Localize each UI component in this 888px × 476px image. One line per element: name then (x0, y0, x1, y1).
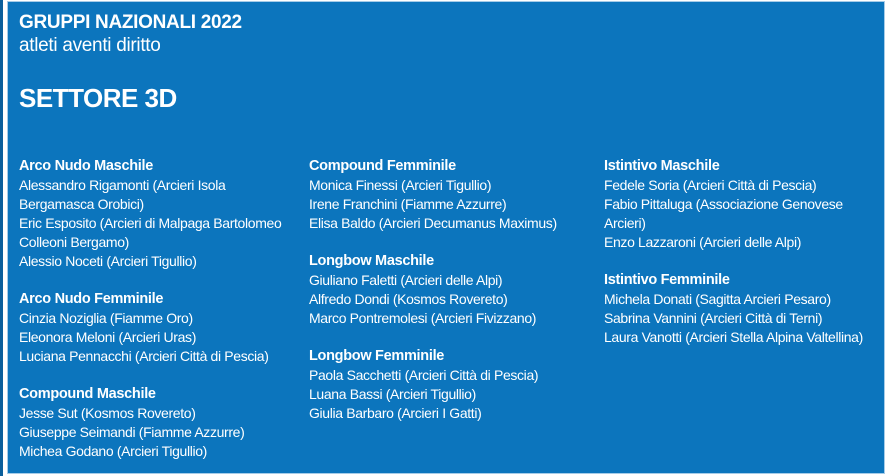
athlete-item: Eleonora Meloni (Arcieri Uras) (19, 329, 197, 345)
athlete-item: Alfredo Dondi (Kosmos Rovereto) (309, 291, 508, 307)
athlete-item: Alessio Noceti (Arcieri Tigullio) (19, 253, 197, 269)
sector-heading: SETTORE 3D (19, 83, 177, 113)
athlete-item: Fedele Soria (Arcieri Città di Pescia) (604, 177, 817, 193)
section-istintivo-femminile: Istintivo Femminile Michela Donati (Sagi… (604, 271, 876, 347)
athlete-item: Luana Bassi (Arcieri Tigullio) (309, 386, 476, 402)
section-longbow-maschile: Longbow Maschile Giuliano Faletti (Arcie… (309, 252, 596, 328)
athlete-item: Jesse Sut (Kosmos Rovereto) (19, 405, 196, 421)
athlete-item: Elisa Baldo (Arcieri Decumanus Maximus) (309, 215, 557, 231)
document-subtitle: atleti aventi diritto (19, 35, 161, 56)
category-title: Istintivo Maschile (604, 158, 720, 174)
section-istintivo-maschile: Istintivo Maschile Fedele Soria (Arcieri… (604, 157, 876, 252)
category-title: Compound Femminile (309, 158, 456, 174)
athlete-item: Laura Vanotti (Arcieri Stella Alpina Val… (604, 329, 863, 345)
category-title: Compound Maschile (19, 386, 156, 402)
athlete-item: Paola Sacchetti (Arcieri Città di Pescia… (309, 367, 539, 383)
athlete-item: Fabio Pittaluga (Associazione Genovese A… (604, 196, 843, 231)
athlete-item: Irene Franchini (Fiamme Azzurre) (309, 196, 507, 212)
athlete-item: Michea Godano (Arcieri Tigullio) (19, 443, 207, 459)
athlete-item: Giulia Barbaro (Arcieri I Gatti) (309, 405, 482, 421)
section-arco-nudo-maschile: Arco Nudo Maschile Alessandro Rigamonti … (19, 157, 301, 271)
athlete-item: Eric Esposito (Arcieri di Malpaga Bartol… (19, 215, 282, 250)
column-2: Compound Femminile Monica Finessi (Arcie… (309, 157, 604, 473)
column-1: Arco Nudo Maschile Alessandro Rigamonti … (19, 157, 309, 473)
athlete-item: Cinzia Noziglia (Fiamme Oro) (19, 310, 193, 326)
category-title: Arco Nudo Femminile (19, 291, 164, 307)
athlete-item: Marco Pontremolesi (Arcieri Fivizzano) (309, 310, 537, 326)
athlete-item: Alessandro Rigamonti (Arcieri Isola Berg… (19, 177, 226, 212)
athlete-item: Sabrina Vannini (Arcieri Città di Terni) (604, 310, 823, 326)
category-title: Istintivo Femminile (604, 272, 730, 288)
athlete-item: Michela Donati (Sagitta Arcieri Pesaro) (604, 291, 831, 307)
athlete-item: Luciana Pennacchi (Arcieri Città di Pesc… (19, 348, 269, 364)
page-edge-strip (0, 0, 3, 476)
document-title: GRUPPI NAZIONALI 2022 (19, 12, 242, 33)
athlete-columns: Arco Nudo Maschile Alessandro Rigamonti … (19, 157, 884, 473)
athlete-item: Giuliano Faletti (Arcieri delle Alpi) (309, 272, 503, 288)
athlete-item: Giuseppe Seimandi (Fiamme Azzurre) (19, 424, 245, 440)
section-arco-nudo-femminile: Arco Nudo Femminile Cinzia Noziglia (Fia… (19, 290, 301, 366)
category-title: Longbow Maschile (309, 253, 434, 269)
athlete-item: Enzo Lazzaroni (Arcieri delle Alpi) (604, 234, 802, 250)
column-3: Istintivo Maschile Fedele Soria (Arcieri… (604, 157, 884, 473)
blue-panel: GRUPPI NAZIONALI 2022 atleti aventi diri… (7, 1, 885, 474)
section-compound-maschile: Compound Maschile Jesse Sut (Kosmos Rove… (19, 385, 301, 461)
category-title: Longbow Femminile (309, 348, 445, 364)
section-longbow-femminile: Longbow Femminile Paola Sacchetti (Arcie… (309, 347, 596, 423)
section-compound-femminile: Compound Femminile Monica Finessi (Arcie… (309, 157, 596, 233)
category-title: Arco Nudo Maschile (19, 158, 153, 174)
athlete-item: Monica Finessi (Arcieri Tigullio) (309, 177, 492, 193)
